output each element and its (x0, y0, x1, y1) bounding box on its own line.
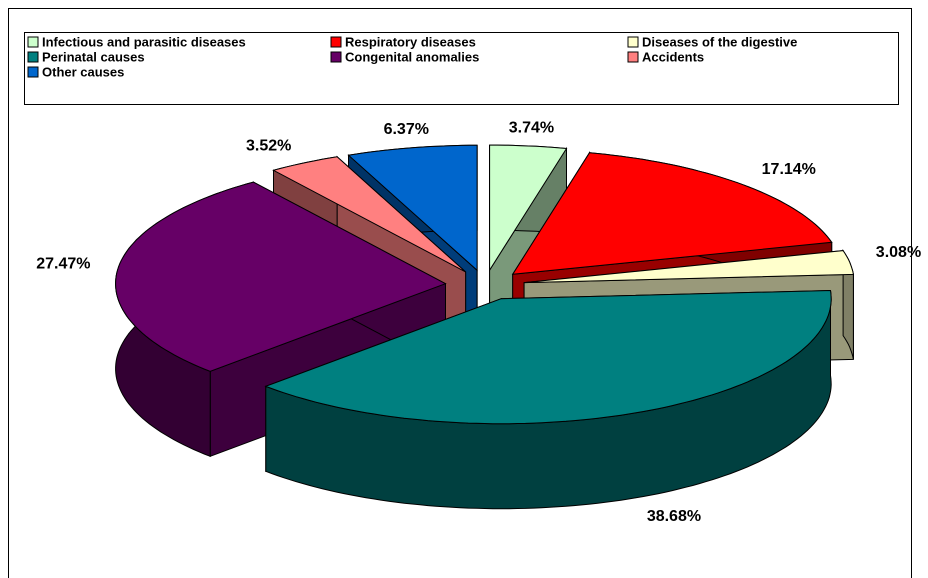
legend-swatch (330, 36, 342, 48)
legend-label: Diseases of the digestive (642, 34, 797, 49)
legend-label: Congenital anomalies (345, 49, 479, 64)
data-label: 38.68% (647, 508, 701, 525)
slice-top (511, 152, 833, 275)
legend-label: Infectious and parasitic diseases (42, 34, 246, 49)
legend-swatch (627, 36, 639, 48)
data-label: 3.08% (876, 244, 921, 261)
slice-top (264, 289, 832, 425)
data-label: 6.37% (384, 121, 429, 138)
slice-top (272, 156, 466, 273)
legend-swatch (330, 51, 342, 63)
legend-swatch (27, 36, 39, 48)
data-label: 3.52% (246, 137, 291, 154)
legend-label: Other causes (42, 64, 124, 79)
slice-top (489, 144, 568, 272)
legend-swatch (27, 66, 39, 78)
pie-slice (264, 289, 832, 510)
slice-top (115, 181, 447, 372)
legend-label: Perinatal causes (42, 49, 145, 64)
chart-frame (8, 8, 912, 578)
slice-top (524, 250, 855, 284)
legend-box (24, 32, 899, 105)
data-label: 3.74% (509, 119, 554, 136)
legend-label: Respiratory diseases (345, 34, 476, 49)
legend-swatch (27, 51, 39, 63)
slice-top (347, 144, 478, 272)
legend-label: Accidents (642, 49, 704, 64)
legend-swatch (627, 51, 639, 63)
data-label: 27.47% (36, 255, 90, 272)
data-label: 17.14% (762, 161, 816, 178)
